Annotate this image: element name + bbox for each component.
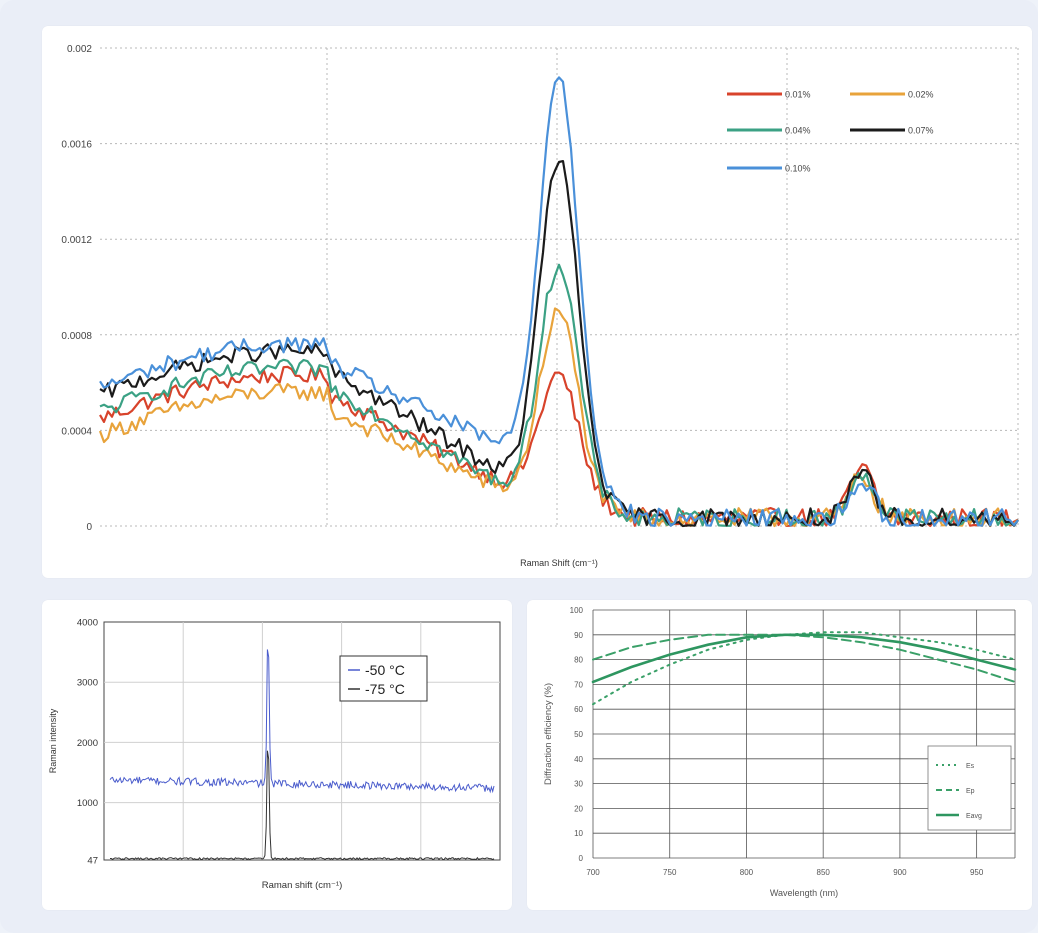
y-tick-label: 60 bbox=[574, 705, 583, 714]
legend-box bbox=[339, 655, 428, 702]
series-line--75 °C bbox=[110, 750, 495, 861]
series-line-0.10% bbox=[99, 76, 1019, 527]
x-axis-label: Raman Shift (cm⁻¹) bbox=[520, 558, 598, 568]
y-tick-label: 0.0004 bbox=[61, 426, 92, 437]
legend-label: 0.10% bbox=[785, 164, 811, 174]
y-tick-label: 0.002 bbox=[67, 44, 92, 55]
x-axis-label: Wavelength (nm) bbox=[770, 888, 838, 898]
y-tick-label: 1000 bbox=[77, 798, 98, 809]
legend-label: 0.01% bbox=[785, 90, 811, 100]
series-line-0.07% bbox=[99, 160, 1019, 528]
diffraction-efficiency-chart: 0 10 20 30 40 50 60 70 80 90 100 700 750 800 850 900 950… bbox=[543, 606, 1017, 898]
legend-label: 0.04% bbox=[785, 126, 811, 136]
x-axis-label: Raman shift (cm⁻¹) bbox=[262, 880, 343, 891]
y-tick-label: 0.0012 bbox=[61, 235, 92, 246]
y-tick-label: 90 bbox=[574, 631, 583, 640]
y-tick-label: 0 bbox=[86, 522, 92, 533]
y-tick-label: 10 bbox=[574, 829, 583, 838]
y-tick-label: 20 bbox=[574, 804, 583, 813]
series-line-0.02% bbox=[98, 307, 1019, 528]
series-line-Eavg bbox=[591, 633, 1017, 684]
y-tick-label: 0 bbox=[579, 854, 584, 863]
y-tick-label: 0.0016 bbox=[61, 140, 92, 151]
x-tick-label: 900 bbox=[893, 868, 907, 877]
series-line--50 °C bbox=[109, 649, 495, 794]
legend-label: Eavg bbox=[966, 813, 982, 820]
y-axis-label: Raman intensity bbox=[48, 708, 58, 773]
y-axis-label: Diffraction efficiency (%) bbox=[543, 683, 554, 785]
diffraction-efficiency-panel: 0 10 20 30 40 50 60 70 80 90 100 700 750 800 850 900 950… bbox=[527, 600, 1032, 910]
series-line-0.04% bbox=[99, 263, 1019, 527]
raman-concentration-chart: 0 0.0004 0.0008 0.0012 0.0016 0.002 Raman Shif… bbox=[61, 44, 1019, 568]
x-tick-label: 800 bbox=[740, 868, 754, 877]
y-tick-label: 2000 bbox=[77, 738, 98, 749]
y-tick-label: 4000 bbox=[77, 618, 98, 629]
raman-temperature-chart: 47 1000 2000 3000 4000 Raman shift (cm⁻¹) Rama… bbox=[48, 618, 501, 891]
y-tick-label: 47 bbox=[87, 856, 98, 867]
legend-label: 0.02% bbox=[908, 90, 934, 100]
raman-concentration-panel: 0 0.0004 0.0008 0.0012 0.0016 0.002 Raman Shif… bbox=[42, 26, 1032, 578]
legend-label: Ep bbox=[966, 788, 975, 795]
legend-label: Es bbox=[966, 763, 975, 770]
x-tick-label: 700 bbox=[586, 868, 600, 877]
x-tick-label: 850 bbox=[817, 868, 831, 877]
x-tick-label: 950 bbox=[970, 868, 984, 877]
y-tick-label: 0.0008 bbox=[61, 331, 92, 342]
y-tick-label: 70 bbox=[574, 680, 583, 689]
legend-label: 0.07% bbox=[908, 126, 934, 136]
plot-frame bbox=[103, 621, 501, 861]
y-tick-label: 80 bbox=[574, 656, 583, 665]
y-tick-label: 3000 bbox=[77, 678, 98, 689]
legend-label: -75 °C bbox=[365, 681, 405, 697]
raman-temperature-panel: 47 1000 2000 3000 4000 Raman shift (cm⁻¹) Rama… bbox=[42, 600, 512, 910]
y-tick-label: 40 bbox=[574, 755, 583, 764]
legend-label: -50 °C bbox=[365, 662, 405, 678]
y-tick-label: 30 bbox=[574, 780, 583, 789]
x-tick-label: 750 bbox=[663, 868, 677, 877]
y-tick-label: 50 bbox=[574, 730, 583, 739]
series-line-0.01% bbox=[99, 365, 1019, 528]
y-tick-label: 100 bbox=[570, 606, 584, 615]
